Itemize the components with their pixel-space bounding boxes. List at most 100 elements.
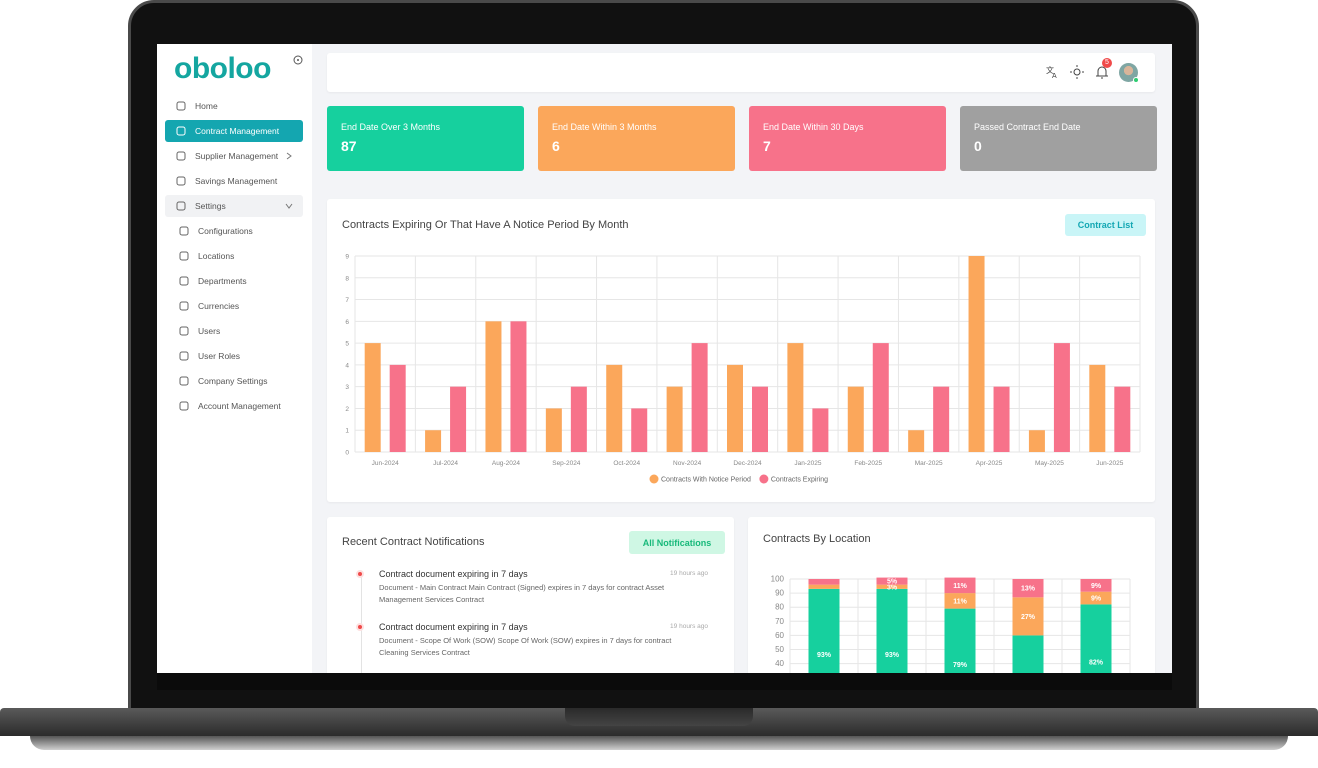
nav-item[interactable]: Account Management (165, 395, 303, 417)
legend-label[interactable]: Contracts Expiring (771, 477, 828, 484)
bar (450, 386, 467, 452)
bar (752, 386, 768, 452)
nav-item[interactable]: Contract Management (165, 120, 303, 142)
bar (485, 321, 502, 452)
bar (1053, 343, 1070, 452)
bar (691, 343, 708, 452)
x-tick-label: May-2025 (1035, 460, 1064, 467)
nav-item[interactable]: Currencies (165, 295, 303, 317)
laptop-base-edge (30, 736, 1288, 750)
notifications-title: Recent Contract Notifications (342, 536, 485, 548)
x-tick-label: Aug-2024 (492, 460, 521, 467)
bar (787, 343, 804, 452)
nav-item[interactable]: Settings (165, 195, 303, 217)
notifications-panel: Recent Contract Notifications All Notifi… (327, 517, 734, 673)
x-tick-label: Sep-2024 (552, 460, 581, 467)
nav-icon (176, 201, 186, 211)
bar (510, 321, 527, 452)
bell-icon[interactable] (1095, 65, 1109, 79)
chart-panel: Contracts Expiring Or That Have A Notice… (327, 199, 1155, 502)
y-tick-label: 80 (775, 603, 784, 612)
bar-segment (1080, 591, 1112, 605)
notification-title: Contract document expiring in 7 days (379, 569, 528, 579)
card-value: 7 (763, 138, 771, 154)
legend-label[interactable]: Contracts With Notice Period (661, 477, 751, 484)
bar (666, 386, 683, 452)
icon-shape (179, 226, 189, 236)
theme-icon[interactable] (1070, 65, 1084, 79)
nav-item[interactable]: Supplier Management (165, 145, 303, 167)
bar-segment (1080, 579, 1112, 592)
bar (993, 386, 1010, 452)
notification-badge: 5 (1102, 58, 1112, 68)
y-tick-label: 3 (345, 384, 349, 391)
card-label: Passed Contract End Date (974, 122, 1081, 132)
nav-item[interactable]: Departments (165, 270, 303, 292)
bar (933, 386, 950, 452)
chart: 40 50 60 70 80 90 100 93% 93% 3%5% 79% 11% 11% 27% 13%… (771, 575, 1131, 673)
nav-icon (176, 126, 186, 136)
y-tick-label: 100 (771, 575, 785, 584)
legend-swatch (649, 474, 659, 484)
nav-item[interactable]: Users (165, 320, 303, 342)
icon-shape (179, 301, 189, 311)
all-notifications-button[interactable]: All Notifications (629, 531, 725, 554)
notification-time: 19 hours ago (670, 570, 708, 577)
screen: oboloo Home Contract Management Supplier M… (157, 44, 1172, 673)
chart-title: Contracts Expiring Or That Have A Notice… (342, 219, 629, 231)
x-tick-label: Nov-2024 (673, 460, 702, 467)
x-tick-label: Jun-2025 (1096, 460, 1123, 467)
value-label: 3% (887, 584, 898, 591)
nav-icon (176, 151, 186, 161)
value-label: 9% (1091, 596, 1102, 603)
chevron (285, 203, 293, 209)
bar (1028, 430, 1045, 452)
value-label: 93% (885, 652, 900, 659)
nav-item[interactable]: Savings Management (165, 170, 303, 192)
icon-shape (179, 376, 189, 386)
y-tick-label: 6 (345, 319, 349, 326)
y-tick-label: 8 (345, 275, 349, 282)
icon-shape (176, 151, 186, 161)
contract-list-button[interactable]: Contract List (1065, 214, 1146, 236)
nav-item[interactable]: Company Settings (165, 370, 303, 392)
notification-title: Contract document expiring in 7 days (379, 622, 528, 632)
nav-label: Configurations (198, 226, 253, 236)
nav-icon (179, 401, 189, 411)
y-tick-label: 70 (775, 617, 784, 626)
bar-segment (808, 579, 840, 585)
screen-chin (157, 673, 1172, 690)
card-label: End Date Over 3 Months (341, 122, 441, 132)
nav-icon (179, 301, 189, 311)
collapse-icon[interactable] (293, 55, 303, 65)
x-tick-label: Jun-2024 (372, 460, 399, 467)
location-panel: Contracts By Location 40 50 60 70 80 90 100 93%… (748, 517, 1155, 673)
x-tick-label: Dec-2024 (733, 460, 762, 467)
translate-icon[interactable]: 文A (1045, 65, 1059, 79)
brand-logo[interactable]: oboloo (174, 52, 271, 85)
stat-card: Passed Contract End Date 0 (960, 106, 1157, 171)
icon-shape (179, 276, 189, 286)
icon-shape (179, 251, 189, 261)
bar (872, 343, 889, 452)
x-tick-label: Oct-2024 (613, 460, 640, 467)
icon-shape (179, 401, 189, 411)
value-label: 11% (953, 598, 967, 605)
laptop-notch (565, 708, 753, 726)
bar (389, 364, 406, 452)
card-value: 6 (552, 138, 560, 154)
nav-item[interactable]: Locations (165, 245, 303, 267)
bar-segment (1012, 597, 1044, 636)
chevron (286, 152, 292, 160)
nav-item[interactable]: User Roles (165, 345, 303, 367)
nav-item[interactable]: Home (165, 95, 303, 117)
nav-icon (179, 276, 189, 286)
x-tick-label: Jan-2025 (794, 460, 821, 467)
value-label: 13% (1021, 586, 1036, 593)
x-tick-label: Jul-2024 (433, 460, 458, 467)
bar-segment (944, 608, 976, 673)
bar (1089, 364, 1106, 452)
bar (570, 386, 587, 452)
nav-item[interactable]: Configurations (165, 220, 303, 242)
